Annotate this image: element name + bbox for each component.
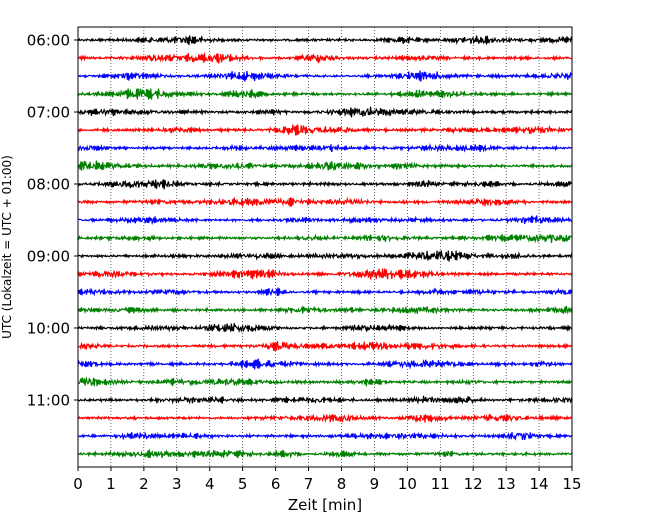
y-tick-label-09:00: 09:00 (27, 248, 70, 266)
y-axis-label: UTC (Lokalzeit = UTC + 01:00) (0, 155, 14, 339)
x-tick-label-13: 13 (497, 475, 516, 493)
trace-1100 (77, 395, 573, 405)
x-tick-label-9: 9 (370, 475, 380, 493)
x-tick-label-10: 10 (398, 475, 417, 493)
trace-0645 (77, 88, 573, 100)
trace-1115 (77, 413, 573, 424)
trace-0915 (77, 268, 573, 280)
trace-0715 (77, 124, 573, 136)
y-tick-label-11:00: 11:00 (27, 392, 70, 410)
x-tick-label-2: 2 (139, 475, 149, 493)
trace-1130 (77, 431, 573, 441)
x-tick-label-11: 11 (431, 475, 450, 493)
trace-0600 (77, 35, 573, 46)
trace-0730 (77, 143, 573, 153)
x-axis-ticks: 0 1 2 3 4 5 6 7 8 9 10 11 12 13 14 15 (73, 467, 582, 493)
trace-0630 (77, 70, 573, 82)
x-tick-label-8: 8 (337, 475, 347, 493)
x-tick-label-12: 12 (464, 475, 483, 493)
trace-0800 (77, 179, 573, 190)
x-tick-label-14: 14 (530, 475, 549, 493)
x-axis-label: Zeit [min] (288, 496, 362, 514)
x-tick-label-4: 4 (205, 475, 215, 493)
trace-0745 (77, 160, 573, 172)
x-tick-label-0: 0 (73, 475, 83, 493)
trace-0615 (77, 52, 573, 64)
trace-0845 (77, 233, 573, 244)
y-tick-label-06:00: 06:00 (27, 32, 70, 50)
trace-0945 (77, 305, 573, 315)
trace-0700 (77, 106, 573, 118)
trace-1015 (77, 340, 573, 352)
trace-0815 (77, 196, 573, 207)
trace-layer (77, 35, 573, 459)
y-tick-label-08:00: 08:00 (27, 176, 70, 194)
trace-0830 (77, 215, 573, 226)
trace-1000 (77, 323, 573, 334)
x-tick-label-15: 15 (562, 475, 581, 493)
grid-layer (110, 27, 540, 467)
x-tick-label-1: 1 (106, 475, 116, 493)
y-tick-label-10:00: 10:00 (27, 320, 70, 338)
x-tick-label-3: 3 (172, 475, 182, 493)
y-axis-ticks: 06:00 07:00 08:00 09:00 10:00 11:00 (27, 32, 78, 410)
trace-1145 (77, 449, 573, 459)
x-tick-label-7: 7 (304, 475, 314, 493)
plot-frame (77, 26, 573, 468)
x-tick-label-5: 5 (238, 475, 248, 493)
trace-0900 (77, 250, 573, 262)
trace-1030 (77, 358, 573, 370)
trace-0930 (77, 287, 573, 297)
x-tick-label-6: 6 (271, 475, 281, 493)
trace-1045 (77, 376, 573, 387)
y-tick-label-07:00: 07:00 (27, 104, 70, 122)
